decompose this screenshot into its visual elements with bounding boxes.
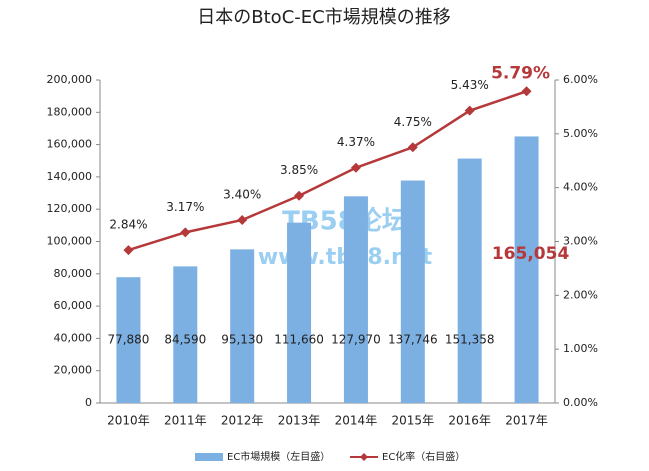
line-marker — [464, 105, 475, 116]
line-marker — [294, 190, 305, 201]
bar — [287, 222, 312, 403]
y-tick-label: 200,000 — [47, 73, 93, 86]
y-tick-label: 20,000 — [54, 364, 93, 377]
legend-swatch — [360, 453, 368, 461]
bar-value-label: 84,590 — [164, 333, 206, 347]
y2-tick-label: 6.00% — [563, 73, 598, 86]
line-marker — [237, 214, 248, 225]
line-marker — [350, 162, 361, 173]
bar-value-label: 165,054 — [492, 244, 570, 264]
y2-tick-label: 3.00% — [563, 235, 598, 248]
line-value-label: 3.17% — [166, 200, 204, 214]
line-value-label: 4.37% — [337, 135, 375, 149]
y-tick-label: 140,000 — [47, 170, 93, 183]
y-tick-label: 180,000 — [47, 105, 93, 118]
legend-label: EC市場規模（左目盛） — [227, 450, 330, 463]
y-tick-label: 100,000 — [47, 235, 93, 248]
line-value-label: 3.40% — [223, 187, 261, 201]
bar-value-label: 137,746 — [388, 333, 438, 347]
line-value-label: 3.85% — [280, 163, 318, 177]
y2-tick-label: 1.00% — [563, 342, 598, 355]
bar-value-label: 95,130 — [221, 333, 263, 347]
chart-title: 日本のBtoC-EC市場規模の推移 — [197, 7, 450, 28]
x-tick-label: 2015年 — [392, 414, 435, 428]
line-value-label: 5.43% — [451, 78, 489, 92]
line-marker — [407, 142, 418, 153]
x-tick-label: 2016年 — [448, 414, 491, 428]
line-value-label: 2.84% — [109, 218, 147, 232]
x-tick-label: 2010年 — [107, 414, 150, 428]
y-tick-label: 0 — [85, 396, 92, 409]
x-tick-label: 2017年 — [505, 414, 548, 428]
bar-value-label: 111,660 — [274, 333, 324, 347]
x-tick-label: 2011年 — [164, 414, 207, 428]
bar — [457, 158, 482, 403]
legend-swatch — [195, 453, 223, 461]
y-tick-label: 40,000 — [54, 331, 93, 344]
x-tick-label: 2012年 — [221, 414, 264, 428]
bar — [116, 277, 141, 403]
y-tick-label: 160,000 — [47, 138, 93, 151]
y2-tick-label: 2.00% — [563, 288, 598, 301]
bar-value-label: 151,358 — [445, 333, 495, 347]
y-tick-label: 80,000 — [54, 267, 93, 280]
y-tick-label: 60,000 — [54, 299, 93, 312]
line-marker — [521, 86, 532, 97]
line-value-label: 5.79% — [491, 63, 550, 83]
line — [128, 90, 527, 252]
line-marker — [180, 227, 191, 238]
bar — [230, 249, 255, 403]
bar-value-label: 77,880 — [107, 333, 149, 347]
y-tick-label: 120,000 — [47, 202, 93, 215]
bar — [343, 196, 368, 403]
bar — [514, 136, 539, 403]
bar — [400, 180, 425, 403]
bar — [173, 266, 198, 403]
bar-value-label: 127,970 — [331, 333, 381, 347]
x-tick-label: 2013年 — [278, 414, 321, 428]
line-marker — [123, 245, 134, 256]
y2-tick-label: 5.00% — [563, 127, 598, 140]
x-tick-label: 2014年 — [335, 414, 378, 428]
legend-label: EC化率（右目盛） — [382, 450, 465, 463]
line-value-label: 4.75% — [394, 115, 432, 129]
y2-tick-label: 4.00% — [563, 181, 598, 194]
y2-tick-label: 0.00% — [563, 396, 598, 409]
